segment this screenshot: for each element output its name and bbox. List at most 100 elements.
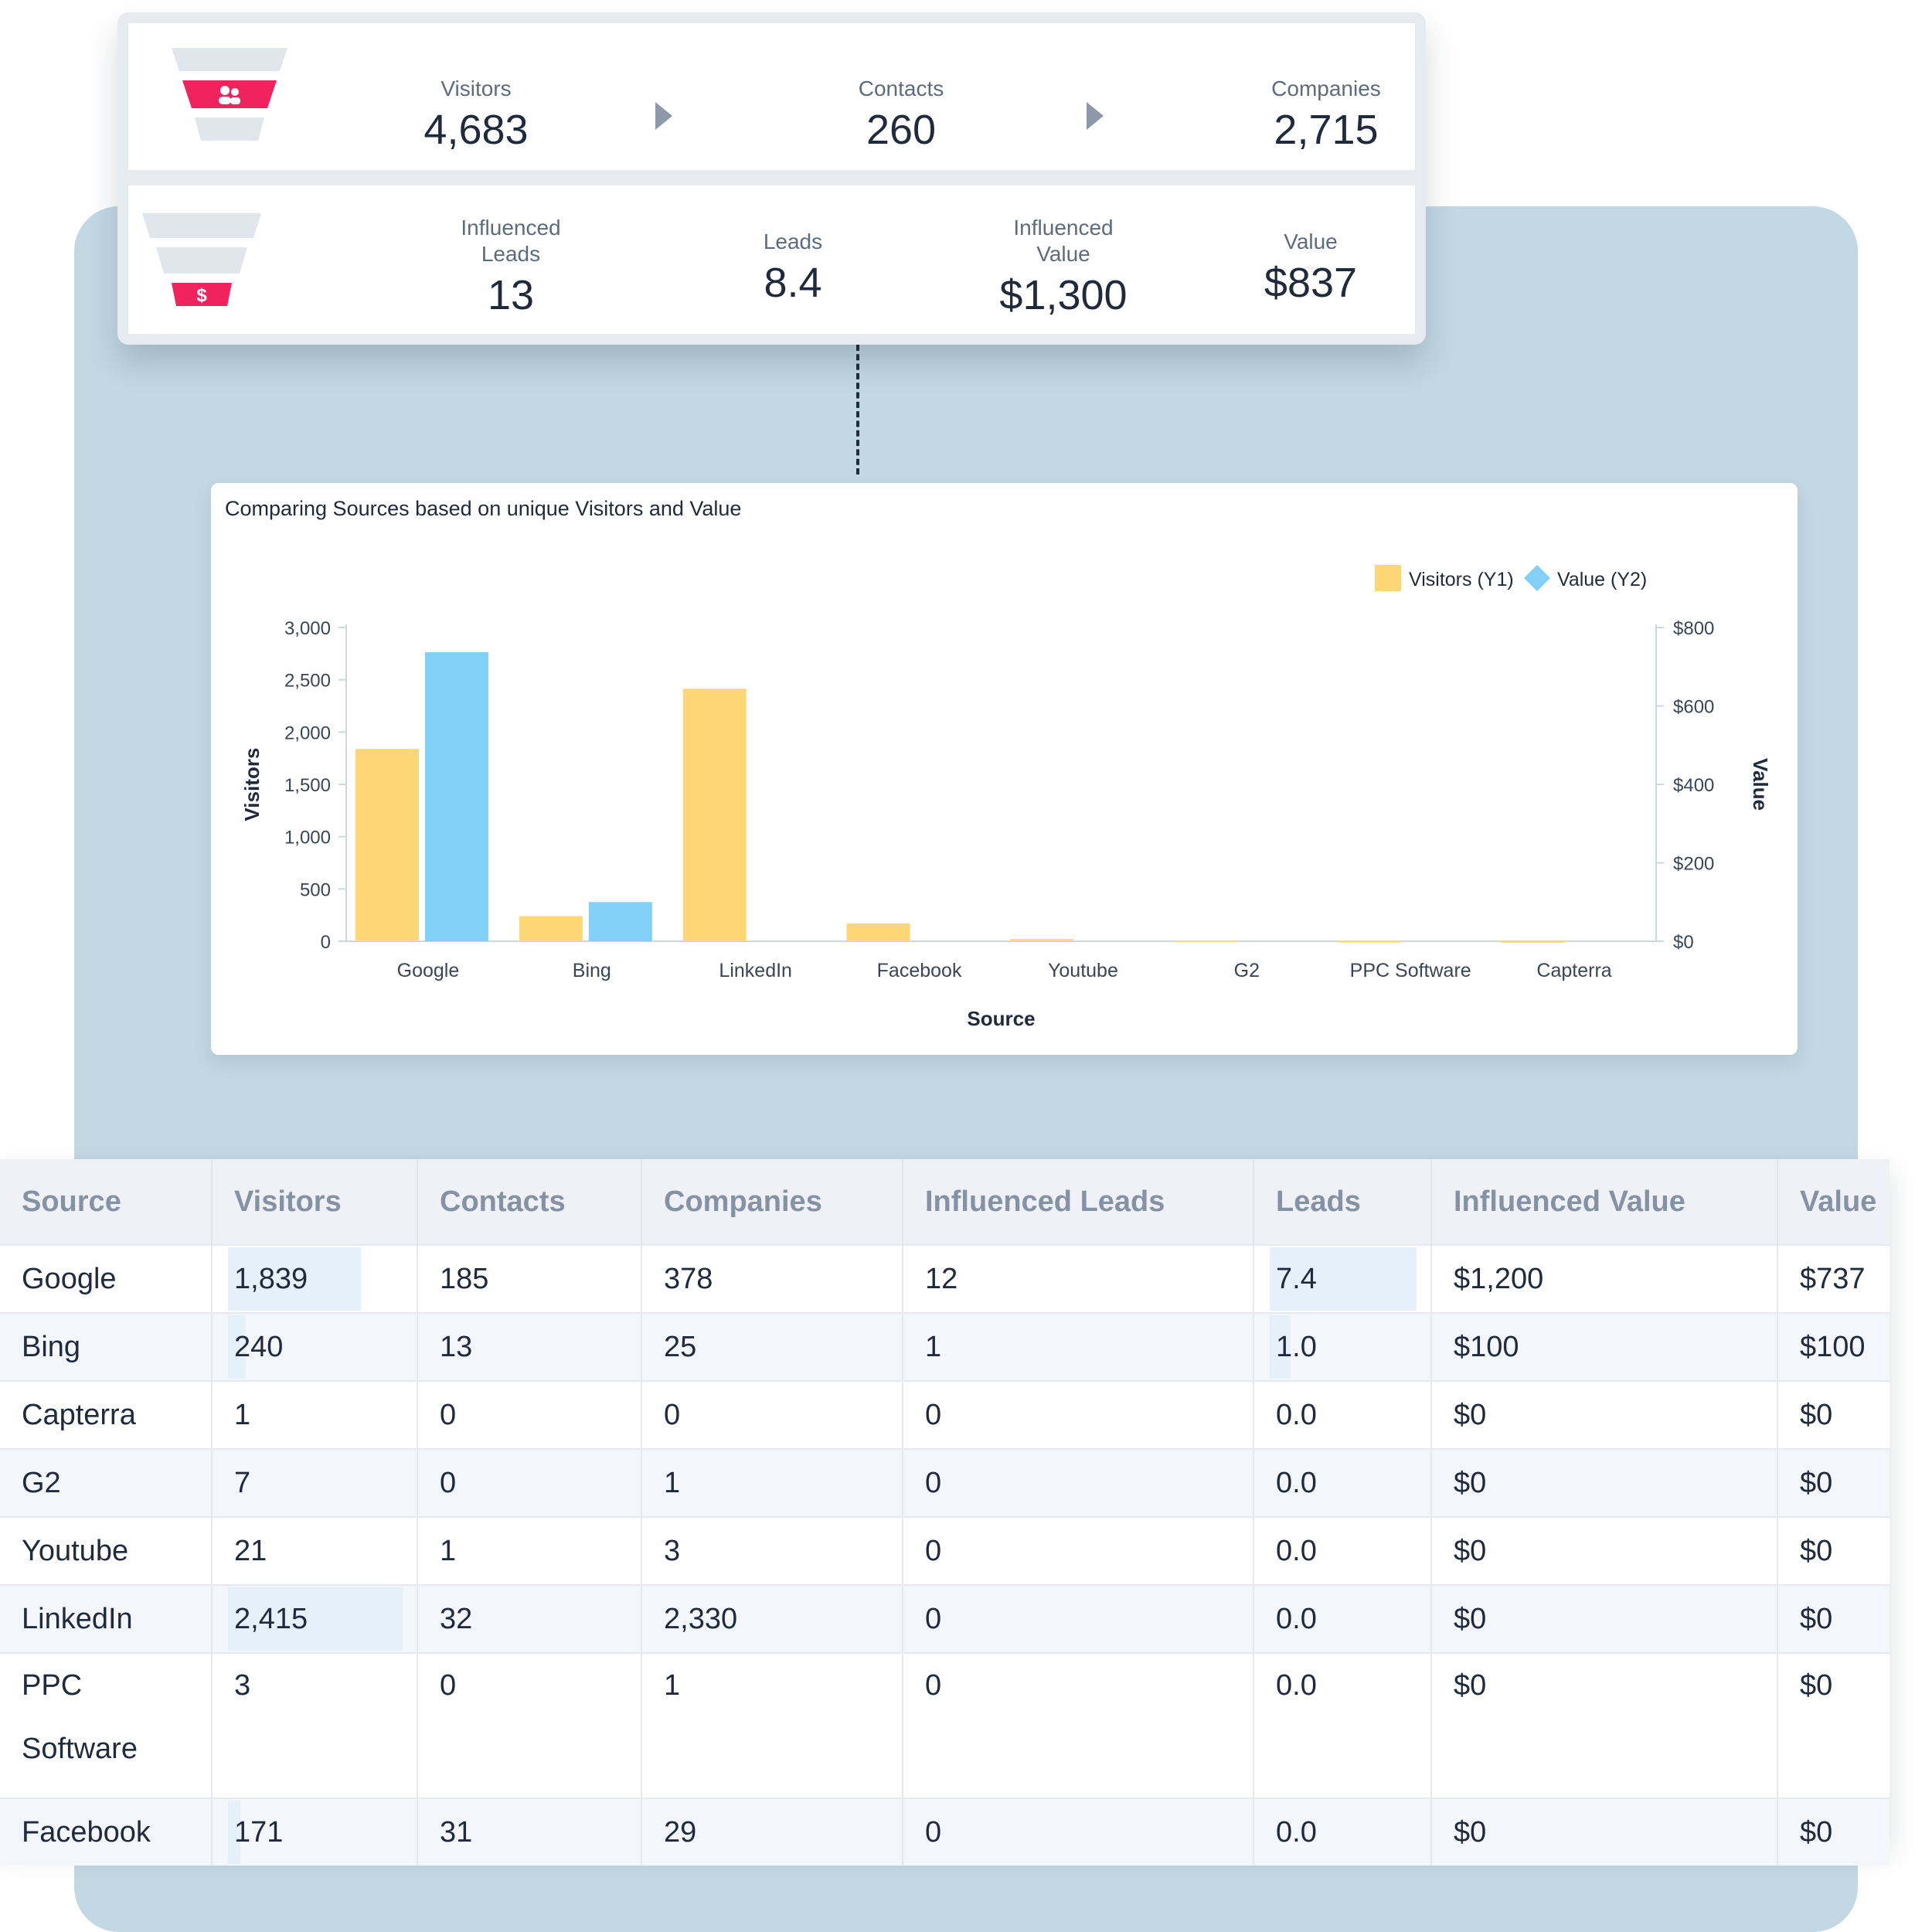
table-row[interactable]: Youtube 21 1 3 0 0.0 $0 $0 [0,1516,1889,1585]
table-cell: 1 [641,1448,903,1517]
table-cell: $100 [1431,1312,1778,1381]
cell-value: 25 [664,1330,697,1363]
column-header[interactable]: Contacts [417,1159,642,1245]
table-cell: 0 [903,1798,1254,1866]
cell-value: 0 [440,1466,457,1499]
metric-value: 8.4 [764,260,822,306]
metric-leads: Leads 8.4 [731,229,855,306]
chart-card: Comparing Sources based on unique Visito… [211,483,1798,1055]
table-cell: $0 [1777,1516,1889,1585]
cell-value: 1.0 [1276,1330,1317,1363]
legend-label-visitors: Visitors (Y1) [1409,569,1514,590]
metric-label: Visitors [440,77,512,100]
visitors-bar [1174,940,1238,943]
table-cell: 12 [903,1244,1254,1313]
table-cell: 2,330 [641,1584,903,1653]
table-cell: $0 [1431,1584,1778,1653]
table-row[interactable]: LinkedIn 2,415 32 2,330 0 0.0 $0 $0 [0,1584,1889,1653]
cell-data-bar [1270,1247,1417,1311]
table-row[interactable]: PPC Software 3 0 1 0 0.0 $0 $0 [0,1652,1889,1798]
y-tick-label: 2,500 [284,671,331,692]
bar-chart: 3,000 2,500 2,000 1,500 1,000 500 0 $800 $600 $40… [240,565,1772,1030]
column-header[interactable]: Influenced Leads [903,1159,1254,1245]
y2-tick-label: $800 [1673,618,1714,639]
cell-value: $0 [1454,1466,1487,1499]
cell-value: $0 [1800,1466,1833,1499]
visitors-bar [1338,940,1402,943]
table-cell: 31 [417,1798,642,1866]
cell-value: 2,415 [234,1602,308,1635]
table-cell: $0 [1431,1448,1778,1517]
table-cell: $0 [1777,1584,1889,1653]
table-cell: $0 [1431,1652,1778,1798]
cell-value: 3 [664,1534,681,1567]
table-cell: 0.0 [1253,1652,1432,1798]
legend-swatch-visitors [1375,565,1401,591]
cell-value: 0.0 [1276,1815,1317,1849]
cell-value: $0 [1800,1602,1833,1635]
table-cell: $100 [1777,1312,1889,1381]
cell-value: 0.0 [1276,1534,1317,1567]
table-cell: 378 [641,1244,903,1313]
table-cell: 0.0 [1253,1516,1432,1585]
cell-value: $0 [1800,1815,1833,1849]
visitors-bar [1010,939,1074,941]
column-header[interactable]: Value [1777,1159,1889,1245]
column-header[interactable]: Influenced Value [1431,1159,1778,1245]
table-row[interactable]: Capterra 1 0 0 0 0.0 $0 $0 [0,1380,1889,1449]
table-cell: 3 [212,1652,418,1798]
table-row[interactable]: G2 7 0 1 0 0.0 $0 $0 [0,1448,1889,1517]
x-tick-label: PPC Software [1350,960,1471,981]
cell-value: 0 [925,1602,942,1635]
table-cell: $0 [1777,1652,1889,1798]
metric-contacts: Contacts 260 [824,76,978,153]
cell-value: 31 [440,1815,473,1849]
cell-value: 29 [664,1815,697,1849]
metric-label: Influenced Leads [461,216,561,266]
column-header[interactable]: Leads [1253,1159,1432,1245]
y-tick-label: 1,000 [284,828,331,849]
metric-value: 260 [866,107,937,153]
table-row[interactable]: Bing 240 13 25 1 1.0 $100 $100 [0,1312,1889,1381]
cell-value: $0 [1800,1398,1833,1431]
column-header[interactable]: Companies [641,1159,903,1245]
table-cell: PPC Software [0,1652,213,1798]
cell-value: 378 [664,1262,713,1295]
table-cell: G2 [0,1448,213,1517]
cell-value: 0 [925,1815,942,1849]
column-header[interactable]: Visitors [212,1159,418,1245]
table-cell: 185 [417,1244,642,1313]
y2-tick-label: $0 [1673,932,1694,953]
table-row[interactable]: Google 1,839 185 378 12 7.4 $1,200 $737 [0,1244,1889,1313]
cell-value: $0 [1800,1669,1833,1702]
metric-value: 13 [487,272,535,318]
cell-value: 1 [664,1466,681,1499]
table-cell: Youtube [0,1516,213,1585]
cell-value: $0 [1454,1534,1487,1567]
cell-value: 0 [925,1669,942,1702]
y-tick-label: 3,000 [284,618,331,639]
table-cell: 0.0 [1253,1380,1432,1449]
table-row[interactable]: Facebook 171 31 29 0 0.0 $0 $0 [0,1798,1889,1866]
table-cell: 0 [903,1448,1254,1517]
table-cell: 2,415 [212,1584,418,1653]
y2-tick-label: $400 [1673,775,1714,796]
cell-value: 0.0 [1276,1398,1317,1431]
metric-label: Companies [1271,77,1381,100]
cell-value: 0 [440,1669,457,1702]
chevron-right-icon [655,102,672,130]
cell-value: 0 [925,1534,942,1567]
table-cell: 1.0 [1253,1312,1432,1381]
x-tick-label: Youtube [1048,960,1118,981]
cell-data-bar [228,1587,403,1651]
y2-tick-label: $200 [1673,854,1714,875]
column-header[interactable]: Source [0,1159,213,1245]
metric-value: $837 [1264,260,1358,306]
cell-value: $0 [1454,1669,1487,1702]
table-cell: 25 [641,1312,903,1381]
y-tick-label: 0 [321,932,331,953]
source-name: Capterra [22,1398,136,1431]
table-cell: $0 [1777,1448,1889,1517]
metric-label: Leads [763,230,823,253]
table-cell: 13 [417,1312,642,1381]
